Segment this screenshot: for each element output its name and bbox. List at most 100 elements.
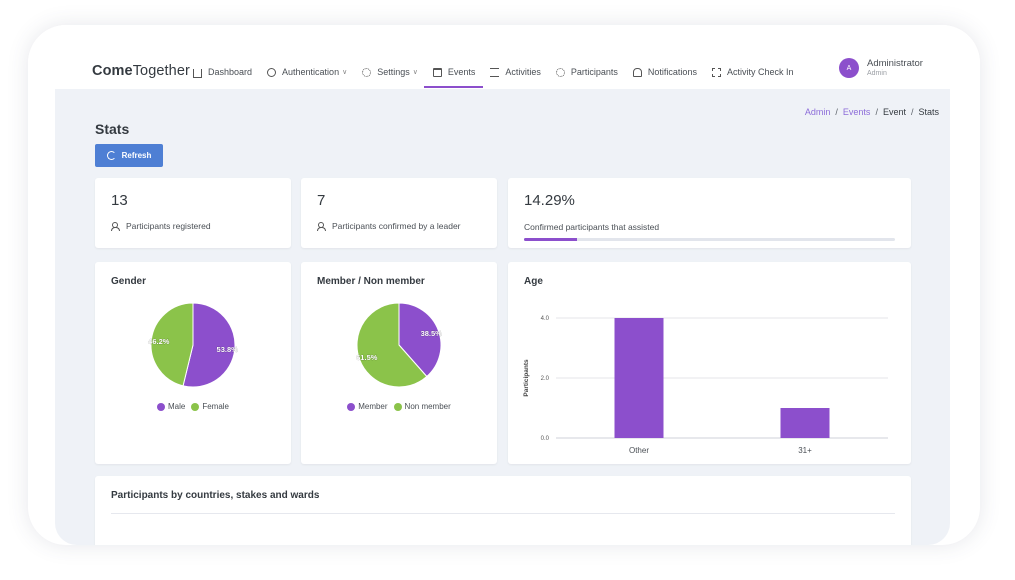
house-icon <box>193 69 202 78</box>
pie-data-label: 46.2% <box>148 337 170 346</box>
x-tick-label: Other <box>629 446 649 455</box>
chevron-down-icon: ∨ <box>342 69 348 76</box>
page-content: Admin / Events / Event / Stats Stats Refresh 1… <box>55 89 950 545</box>
nav-item-label: Authentication <box>282 67 340 77</box>
nav-item-label: Events <box>447 67 476 77</box>
stat-value: 13 <box>111 192 128 209</box>
pie-data-label: 53.8% <box>217 345 239 354</box>
assisted-progress-fill <box>524 238 578 241</box>
nav-item-notifications[interactable]: Notifications <box>632 65 697 79</box>
pie-data-label: 38.5% <box>421 329 443 338</box>
countries-card: Participants by countries, stakes and wa… <box>95 476 911 545</box>
bar-other[interactable] <box>614 318 664 438</box>
legend-dot <box>191 402 200 411</box>
stat-value: 14.29% <box>524 192 575 209</box>
nav-item-settings[interactable]: Settings ∨ <box>362 65 418 79</box>
nav-item-label: Activity Check In <box>726 67 794 77</box>
stat-card-assisted: 14.29% Confirmed participants that assis… <box>508 178 911 248</box>
stat-label: Participants registered <box>111 221 211 231</box>
gear-icon <box>362 67 372 77</box>
refresh-button[interactable]: Refresh <box>95 144 163 167</box>
age-bar-chart: 0.0 2.0 4.0 Participants Other 31+ <box>523 316 888 455</box>
legend-dot <box>347 402 356 411</box>
bell-icon <box>632 67 642 77</box>
app-window: ComeTogether Dashboard Authentication ∨ … <box>28 25 980 545</box>
top-navbar: ComeTogether Dashboard Authentication ∨ … <box>28 25 980 89</box>
legend-dot <box>156 402 165 411</box>
legend-dot <box>393 402 402 411</box>
list-icon <box>490 67 500 77</box>
user-name: Administrator <box>867 58 923 69</box>
stat-value: 7 <box>317 192 326 209</box>
user-role: Admin <box>867 70 887 77</box>
assisted-progress-bar <box>524 238 895 241</box>
page-title: Stats <box>95 121 130 137</box>
legend-label: Male <box>167 402 186 411</box>
y-tick-label: 0.0 <box>541 436 550 442</box>
brand-logo[interactable]: ComeTogether <box>92 63 190 79</box>
user-menu[interactable]: A Administrator Admin <box>839 58 923 78</box>
member-chart-card: Member / Non member 38.5% 61.5% Member Non… <box>301 262 497 464</box>
chart-title: Member / Non member <box>317 276 425 287</box>
age-chart-card: Age 0.0 2.0 4.0 Participants Other 31+ <box>508 262 911 464</box>
nav-item-activities[interactable]: Activities <box>490 65 541 79</box>
nav-item-label: Dashboard <box>208 67 253 77</box>
stat-card-confirmed: 7 Participants confirmed by a leader <box>301 178 497 248</box>
bar-31-[interactable] <box>780 408 830 438</box>
legend-item-male[interactable]: Male <box>156 402 186 411</box>
x-tick-label: 31+ <box>798 446 812 455</box>
users-icon <box>317 221 328 231</box>
nav-item-label: Notifications <box>647 67 697 77</box>
breadcrumb-admin[interactable]: Admin <box>804 107 831 117</box>
calendar-icon <box>432 67 442 77</box>
breadcrumb-events[interactable]: Events <box>842 107 871 117</box>
pie-data-label: 61.5% <box>356 353 378 362</box>
nav-item-participants[interactable]: Participants <box>555 65 618 79</box>
legend-item-non-member[interactable]: Non member <box>393 402 451 411</box>
breadcrumb-stats: Stats <box>918 107 939 117</box>
legend-label: Member <box>358 402 388 411</box>
breadcrumb-separator: / <box>875 107 878 117</box>
breadcrumb-separator: / <box>910 107 914 117</box>
nav-item-authentication[interactable]: Authentication ∨ <box>267 65 347 79</box>
pie-slice-non-member[interactable] <box>356 302 428 388</box>
countries-title: Participants by countries, stakes and wa… <box>111 490 320 501</box>
legend-item-female[interactable]: Female <box>191 402 229 411</box>
pie-slice-male[interactable] <box>182 302 236 388</box>
breadcrumb-separator: / <box>835 107 838 117</box>
nav-item-activity-check-in[interactable]: Activity Check In <box>711 65 794 79</box>
member-legend: Member Non member <box>301 402 497 411</box>
y-axis-title: Participants <box>523 359 530 397</box>
legend-label: Non member <box>404 402 451 411</box>
main-nav: Dashboard Authentication ∨ Settings ∨ Ev… <box>193 65 808 88</box>
refresh-icon <box>106 151 116 160</box>
chart-title: Age <box>524 276 543 287</box>
breadcrumb: Admin / Events / Event / Stats <box>805 107 939 117</box>
stat-card-registered: 13 Participants registered <box>95 178 291 248</box>
qr-icon <box>711 67 721 77</box>
legend-label: Female <box>202 402 230 411</box>
pie-slice-member[interactable] <box>398 302 442 378</box>
member-pie-chart: 38.5% 61.5% <box>356 302 443 388</box>
gender-pie-chart: 53.8% 46.2% <box>148 302 239 388</box>
gender-chart-card: Gender 53.8% 46.2% Male Female <box>95 262 291 464</box>
nav-item-label: Settings <box>377 67 410 77</box>
nav-item-events[interactable]: Events <box>423 65 483 88</box>
refresh-button-label: Refresh <box>121 151 152 160</box>
stat-label: Confirmed participants that assisted <box>524 222 660 232</box>
avatar[interactable]: A <box>839 58 859 78</box>
chart-title: Gender <box>111 276 147 287</box>
y-tick-label: 2.0 <box>541 376 550 382</box>
legend-item-member[interactable]: Member <box>347 402 388 411</box>
stat-label: Participants confirmed by a leader <box>317 221 461 231</box>
nav-item-label: Activities <box>505 67 541 77</box>
nav-item-dashboard[interactable]: Dashboard <box>193 65 252 79</box>
users-icon <box>111 221 122 231</box>
people-icon <box>555 67 565 77</box>
divider <box>111 513 895 514</box>
y-tick-label: 4.0 <box>541 316 550 322</box>
gender-legend: Male Female <box>95 402 291 411</box>
pie-slice-female[interactable] <box>150 302 194 387</box>
chevron-down-icon: ∨ <box>412 69 418 76</box>
breadcrumb-event: Event <box>882 107 906 117</box>
